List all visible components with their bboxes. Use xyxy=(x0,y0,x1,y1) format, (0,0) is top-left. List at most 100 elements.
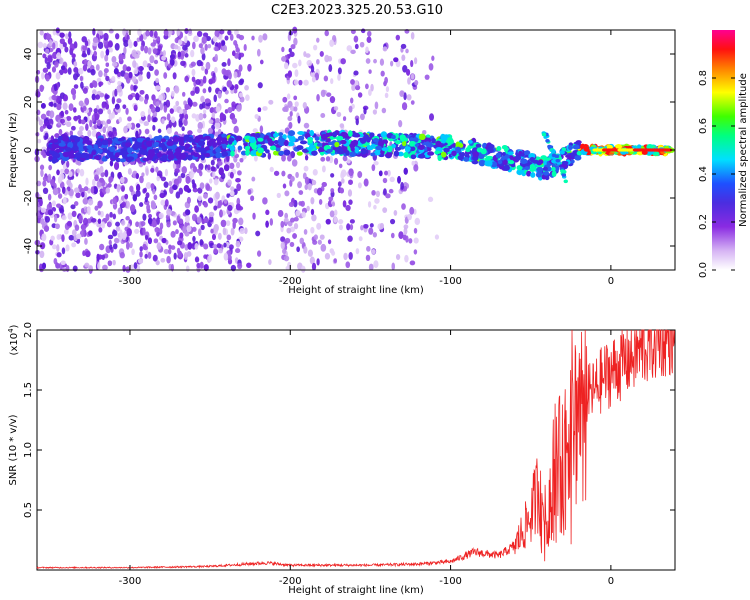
spectrogram-noise-dot xyxy=(59,32,65,38)
spectrogram-signal-dot xyxy=(535,171,542,178)
spectrogram-noise-dot xyxy=(77,130,83,137)
spectrogram-noise-dot xyxy=(198,112,204,121)
spectrogram-noise-dot xyxy=(109,160,114,167)
spectrogram-noise-dot xyxy=(48,39,53,47)
spectrogram-noise-dot xyxy=(284,62,289,70)
spectrogram-signal-dot xyxy=(145,137,151,142)
spectrogram-noise-dot xyxy=(348,168,354,177)
spectrogram-noise-dot xyxy=(205,35,212,42)
spectrogram-noise-dot xyxy=(202,75,207,84)
spectrogram-noise-dot xyxy=(145,182,152,189)
spectrogram-noise-dot xyxy=(371,249,376,255)
spectrogram-signal-dot xyxy=(375,145,383,151)
spectrogram-noise-dot xyxy=(152,124,156,131)
spectrogram-noise-dot xyxy=(142,227,146,235)
spectrogram-branch-dot xyxy=(551,153,557,158)
spectrogram-signal-dot xyxy=(646,144,654,150)
spectrogram-signal-dot xyxy=(570,159,575,164)
spectrogram-noise-dot xyxy=(66,179,72,186)
spectrogram-noise-dot xyxy=(197,187,203,194)
spectrogram-ylabel: Frequency (Hz) xyxy=(8,112,19,188)
spectrogram-noise-dot xyxy=(224,35,229,41)
spectrogram-signal-dot xyxy=(526,170,532,177)
spectrogram-noise-dot xyxy=(143,98,148,105)
spectrogram-signal-dot xyxy=(427,151,435,156)
spectrogram-noise-dot xyxy=(133,104,138,112)
spectrogram-noise-dot xyxy=(108,239,112,246)
spectrogram-noise-dot xyxy=(123,39,129,48)
spectrogram-noise-dot xyxy=(107,183,112,188)
spectrogram-noise-dot xyxy=(333,258,337,263)
spectrogram-noise-dot xyxy=(213,94,217,103)
spectrogram-noise-dot xyxy=(114,103,120,110)
spectrogram-noise-dot xyxy=(186,251,192,257)
spectrogram-noise-dot xyxy=(71,229,77,237)
spectrogram-noise-dot xyxy=(102,126,106,134)
spectrogram-noise-dot xyxy=(370,83,374,92)
spectrogram-noise-dot xyxy=(227,107,233,114)
spectrogram-signal-dot xyxy=(366,145,372,150)
spectrogram-noise-dot xyxy=(200,46,205,55)
spectrogram-noise-dot xyxy=(91,114,95,122)
spectrogram-noise-dot xyxy=(262,106,268,111)
spectrogram-signal-dot xyxy=(64,147,72,152)
spectrogram-noise-dot xyxy=(208,78,214,85)
spectrogram-noise-dot xyxy=(316,58,320,65)
spectrogram-noise-dot xyxy=(152,116,158,123)
spectrogram-noise-dot xyxy=(138,258,144,264)
spectrogram-noise-dot xyxy=(106,119,112,125)
spectrogram-signal-dot xyxy=(257,147,264,154)
spectrogram-noise-dot xyxy=(297,115,301,124)
spectrogram-noise-dot xyxy=(177,39,183,46)
spectrogram-noise-dot xyxy=(273,170,280,176)
spectrogram-noise-dot xyxy=(382,207,388,213)
spectrogram-dots xyxy=(34,26,675,274)
spectrogram-noise-dot xyxy=(63,197,67,205)
spectrogram-noise-dot xyxy=(309,256,315,265)
spectrogram-noise-dot xyxy=(109,211,113,218)
spectrogram-noise-dot xyxy=(200,224,205,231)
spectrogram-noise-dot xyxy=(84,262,90,268)
spectrogram-noise-dot xyxy=(301,211,306,218)
spectrogram-noise-dot xyxy=(395,254,401,261)
spectrogram-noise-dot xyxy=(235,203,241,211)
spectrogram-noise-dot xyxy=(153,59,159,65)
spectrogram-noise-dot xyxy=(318,199,323,205)
spectrogram-noise-dot xyxy=(60,110,64,117)
spectrogram-signal-dot xyxy=(394,146,402,151)
spectrogram-noise-dot xyxy=(59,57,64,65)
spectrogram-signal-dot xyxy=(409,141,416,145)
spectrogram-noise-dot xyxy=(147,217,153,225)
spectrogram-noise-dot xyxy=(287,115,293,122)
spectrogram-noise-dot xyxy=(83,58,88,65)
spectrogram-noise-dot xyxy=(136,184,141,192)
spectrogram-signal-dot xyxy=(399,134,406,141)
spectrogram-noise-dot xyxy=(282,96,288,103)
spectrogram-signal-dot xyxy=(184,143,191,149)
spectrogram-signal-dot xyxy=(417,153,426,159)
spectrogram-noise-dot xyxy=(294,101,299,107)
spectrogram-noise-dot xyxy=(358,236,363,242)
spectrogram-noise-dot xyxy=(389,218,396,225)
spectrogram-noise-dot xyxy=(333,106,339,111)
spectrogram-noise-dot xyxy=(46,61,51,70)
spectrogram-noise-dot xyxy=(342,155,348,162)
spectrogram-noise-dot xyxy=(114,88,118,97)
spectrogram-noise-dot xyxy=(57,176,63,184)
spectrogram-noise-dot xyxy=(150,167,155,173)
spectrogram-noise-dot xyxy=(408,238,413,244)
spectrogram-noise-dot xyxy=(143,45,149,54)
spectrogram-noise-dot xyxy=(114,162,120,170)
spectrogram-noise-dot xyxy=(340,171,345,179)
spectrogram-noise-dot xyxy=(298,79,303,86)
spectrogram-noise-dot xyxy=(187,130,193,136)
spectrogram-noise-dot xyxy=(53,257,58,265)
spectrogram-noise-dot xyxy=(143,187,147,193)
spectrogram-noise-dot xyxy=(236,161,241,169)
spectrogram-noise-dot xyxy=(140,220,146,227)
spectrogram-noise-dot xyxy=(191,76,196,83)
spectrogram-noise-dot xyxy=(354,85,361,91)
spectrogram-noise-dot xyxy=(54,41,59,49)
spectrogram-noise-dot xyxy=(247,63,252,72)
spectrogram-signal-dot xyxy=(347,130,353,137)
